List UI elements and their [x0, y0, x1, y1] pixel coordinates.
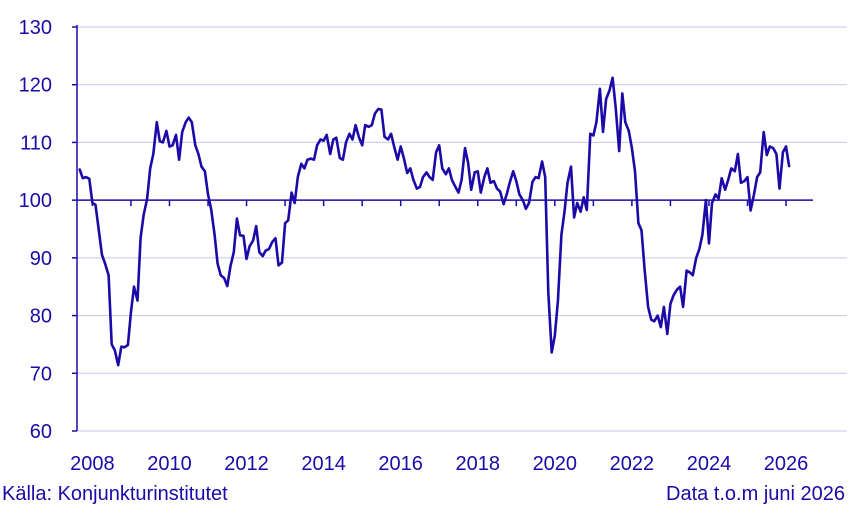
y-tick-label: 60: [30, 421, 52, 443]
x-tick-label: 2020: [533, 453, 578, 475]
data-period-note: Data t.o.m juni 2026: [666, 483, 845, 505]
x-tick-label: 2016: [378, 453, 423, 475]
source-note: Källa: Konjunkturinstitutet: [2, 483, 228, 505]
y-tick-label: 90: [30, 248, 52, 270]
x-tick-label: 2012: [224, 453, 269, 475]
x-axis-ticks: 2008 2010 2012 2014 2016 2018 2020 2022 2024 2026: [70, 453, 808, 475]
y-tick-label: 100: [19, 190, 52, 212]
y-tick-label: 130: [19, 17, 52, 39]
y-axis-ticks: 60 70 80 90 100 110 120 130: [19, 17, 52, 443]
y-tick-label: 120: [19, 75, 52, 97]
x-tick-label: 2018: [456, 453, 501, 475]
x-tick-label: 2010: [147, 453, 192, 475]
x-tick-label: 2026: [764, 453, 809, 475]
x-tick-label: 2024: [687, 453, 732, 475]
x-tick-label: 2022: [610, 453, 655, 475]
x-tick-label: 2014: [301, 453, 346, 475]
x-tick-label: 2008: [70, 453, 115, 475]
y-tick-label: 110: [20, 132, 52, 154]
gridlines: [77, 26, 847, 432]
y-tick-label: 70: [30, 363, 52, 385]
y-tick-label: 80: [30, 306, 52, 328]
series-line: [78, 76, 791, 367]
series-layer: [78, 76, 791, 367]
axes: [72, 25, 813, 432]
line-chart: 60 70 80 90 100 110 120 130 2008 2010 2012 2014 201…: [19, 17, 847, 475]
